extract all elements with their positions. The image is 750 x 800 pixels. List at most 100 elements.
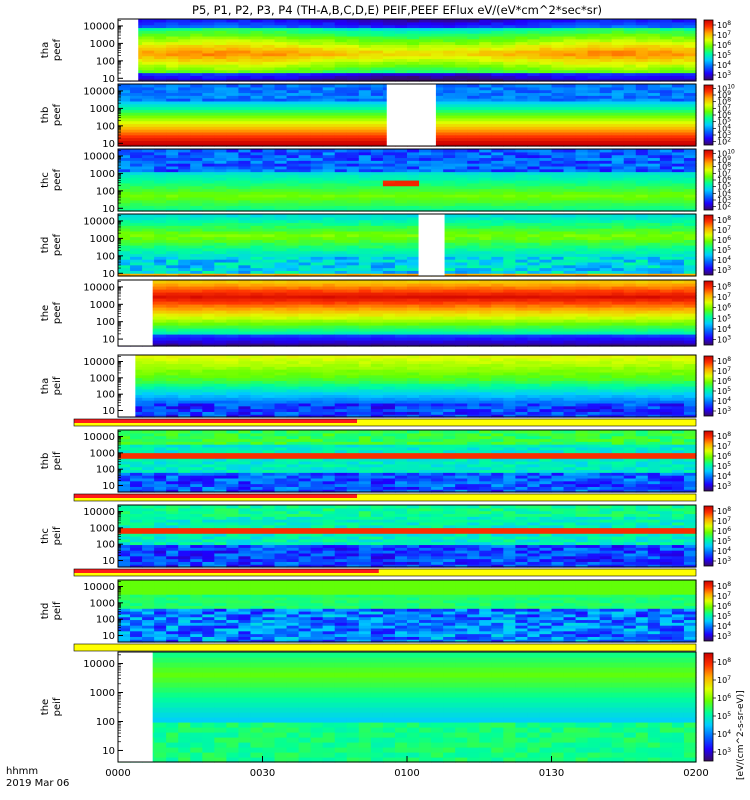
heatmap-cell <box>190 50 203 54</box>
heatmap-cell <box>142 236 155 240</box>
heatmap-cell <box>226 328 240 332</box>
heatmap-cell <box>527 95 541 99</box>
heatmap-cell <box>527 196 541 201</box>
heatmap-cell <box>479 171 492 175</box>
heatmap-cell <box>370 188 384 192</box>
heatmap-cell <box>298 19 312 23</box>
heatmap-cell <box>382 337 396 341</box>
heatmap-cell <box>190 214 203 218</box>
heatmap-cell <box>599 228 613 232</box>
heatmap-cell <box>599 157 613 161</box>
heatmap-cell <box>286 222 300 226</box>
heatmap-cell <box>575 84 589 88</box>
heatmap-cell <box>178 30 191 34</box>
heatmap-cell <box>527 19 541 23</box>
heatmap-cell <box>382 225 396 229</box>
heatmap-cell <box>407 61 420 65</box>
heatmap-cell <box>587 115 601 119</box>
heatmap-cell <box>274 69 288 74</box>
heatmap-cell <box>202 117 215 122</box>
heatmap-cell <box>178 86 191 91</box>
heatmap-cell <box>214 325 227 329</box>
heatmap-cell <box>142 228 155 232</box>
heatmap-cell <box>455 55 468 60</box>
heatmap-cell <box>407 75 420 79</box>
heatmap-cell <box>671 165 685 170</box>
heatmap-cell <box>563 177 577 181</box>
heatmap-cell <box>551 52 565 57</box>
heatmap-cell <box>274 72 288 76</box>
heatmap-cell <box>346 78 360 82</box>
heatmap-cell <box>310 191 324 195</box>
heatmap-cell <box>142 134 155 139</box>
heatmap-cell <box>455 273 468 277</box>
heatmap-cell <box>130 126 143 130</box>
heatmap-cell <box>154 61 167 65</box>
heatmap-cell <box>539 261 553 266</box>
heatmap-cell <box>443 106 456 110</box>
heatmap-cell <box>166 228 179 232</box>
heatmap-cell <box>346 222 360 226</box>
heatmap-cell <box>142 38 155 43</box>
heatmap-cell <box>599 69 613 74</box>
heatmap-cell <box>322 41 336 45</box>
heatmap-cell <box>623 30 637 34</box>
heatmap-cell <box>575 253 589 257</box>
heatmap-cell <box>178 163 191 167</box>
heatmap-cell <box>166 316 179 320</box>
heatmap-cell <box>503 264 516 269</box>
heatmap-cell <box>382 191 396 195</box>
heatmap-cell <box>443 182 456 187</box>
heatmap-cell <box>551 163 565 167</box>
heatmap-cell <box>479 100 492 105</box>
heatmap-cell <box>190 151 203 156</box>
heatmap-cell <box>214 52 227 57</box>
heatmap-cell <box>358 33 372 37</box>
heatmap-cell <box>431 100 444 105</box>
heatmap-cell <box>202 109 215 113</box>
heatmap-cell <box>322 140 336 144</box>
heatmap-cell <box>298 117 312 122</box>
heatmap-cell <box>142 84 155 88</box>
heatmap-cell <box>322 205 336 209</box>
heatmap-cell <box>346 219 360 224</box>
heatmap-cell <box>394 69 408 74</box>
heatmap-cell <box>515 151 529 156</box>
heatmap-cell <box>407 304 420 308</box>
heatmap-cell <box>503 66 516 71</box>
heatmap-cell <box>346 171 360 175</box>
heatmap-cell <box>503 214 516 218</box>
heatmap-cell <box>154 33 167 37</box>
heatmap-cell <box>407 194 420 198</box>
heatmap-cell <box>647 261 661 266</box>
heatmap-cell <box>370 165 384 170</box>
heatmap-cell <box>671 174 685 178</box>
heatmap-cell <box>407 214 420 218</box>
heatmap-cell <box>503 27 516 31</box>
heatmap-cell <box>563 134 577 139</box>
heatmap-cell <box>262 27 276 31</box>
heatmap-cell <box>298 44 312 48</box>
heatmap-cell <box>166 47 179 51</box>
heatmap-cell <box>503 196 516 201</box>
heatmap-cell <box>419 182 432 187</box>
heatmap-cell <box>515 58 529 62</box>
heatmap-cell <box>274 185 288 190</box>
heatmap-cell <box>322 117 336 122</box>
heatmap-cell <box>491 177 504 181</box>
heatmap-cell <box>407 208 420 212</box>
heatmap-cell <box>178 283 191 287</box>
heatmap-cell <box>479 72 492 76</box>
heatmap-cell <box>443 233 456 238</box>
heatmap-cell <box>154 168 167 173</box>
heatmap-cell <box>178 267 191 271</box>
heatmap-cell <box>214 273 227 277</box>
heatmap-cell <box>202 143 215 147</box>
heatmap-cell <box>274 95 288 99</box>
heatmap-cell <box>455 259 468 263</box>
heatmap-cell <box>178 134 191 139</box>
heatmap-cell <box>310 267 324 271</box>
heatmap-cell <box>647 58 661 62</box>
heatmap-cell <box>491 219 504 224</box>
